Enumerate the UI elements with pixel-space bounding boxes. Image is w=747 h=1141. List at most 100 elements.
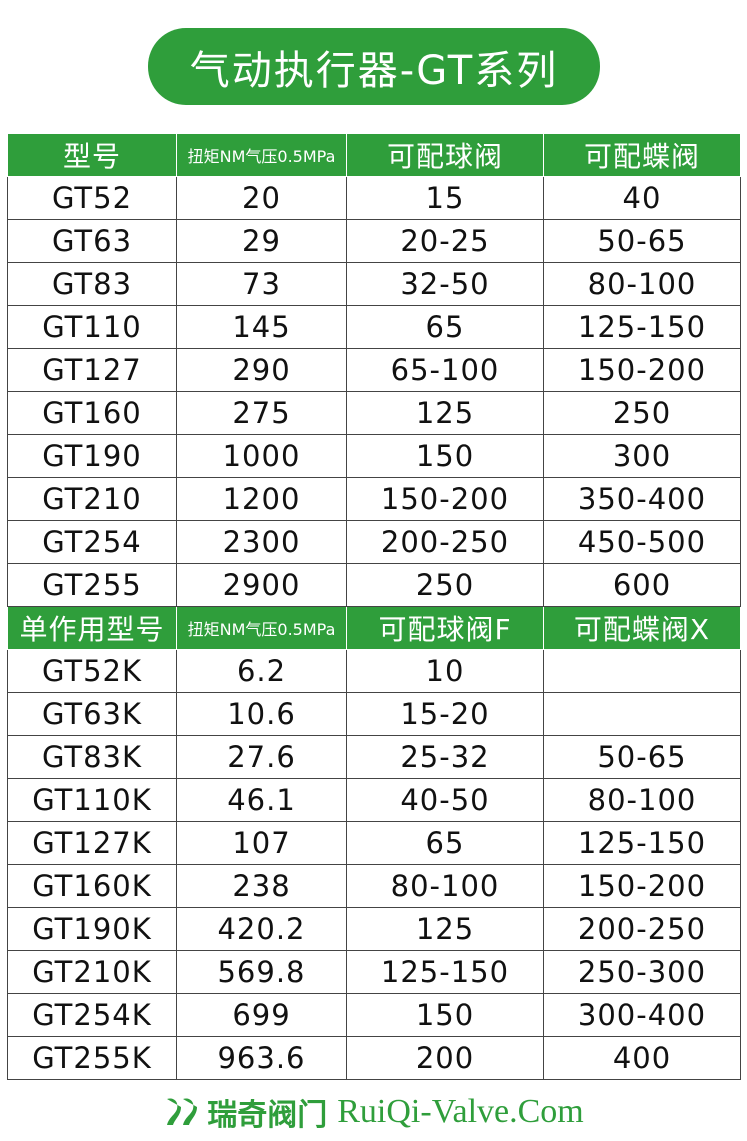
- cell: 2900: [176, 563, 347, 607]
- cell: 2300: [176, 520, 347, 564]
- header-row: 型号 扭矩NM气压0.5MPa 可配球阀 可配蝶阀: [7, 133, 741, 177]
- cell: 699: [176, 993, 347, 1037]
- data-row: GT190 1000 150 300: [7, 434, 741, 478]
- data-row: GT190K 420.2 125 200-250: [7, 907, 741, 951]
- cell: 238: [176, 864, 347, 908]
- column-header: 扭矩NM气压0.5MPa: [176, 606, 347, 650]
- cell: GT63: [7, 219, 177, 263]
- cell: 125: [346, 391, 544, 435]
- cell: [543, 649, 741, 693]
- data-row: GT160 275 125 250: [7, 391, 741, 435]
- data-row: GT110 145 65 125-150: [7, 305, 741, 349]
- cell: GT190: [7, 434, 177, 478]
- column-header: 型号: [7, 133, 177, 177]
- cell: GT83: [7, 262, 177, 306]
- cell: 125: [346, 907, 544, 951]
- cell: 250: [543, 391, 741, 435]
- cell: GT255K: [7, 1036, 177, 1080]
- cell: GT254K: [7, 993, 177, 1037]
- cell: 20-25: [346, 219, 544, 263]
- cell: 150-200: [346, 477, 544, 521]
- cell: GT160: [7, 391, 177, 435]
- cell: 450-500: [543, 520, 741, 564]
- cell: 300-400: [543, 993, 741, 1037]
- cell: GT52: [7, 176, 177, 220]
- cell: 15-20: [346, 692, 544, 736]
- cell: GT190K: [7, 907, 177, 951]
- cell: GT160K: [7, 864, 177, 908]
- cell: 40-50: [346, 778, 544, 822]
- column-header: 可配球阀: [346, 133, 544, 177]
- header-row: 单作用型号 扭矩NM气压0.5MPa 可配球阀F 可配蝶阀X: [7, 606, 741, 650]
- cell: GT254: [7, 520, 177, 564]
- cell: 150-200: [543, 864, 741, 908]
- cell: 275: [176, 391, 347, 435]
- data-row: GT254 2300 200-250 450-500: [7, 520, 741, 564]
- cell: 107: [176, 821, 347, 865]
- cell: 963.6: [176, 1036, 347, 1080]
- cell: 27.6: [176, 735, 347, 779]
- data-row: GT210K 569.8 125-150 250-300: [7, 950, 741, 994]
- cell: 29: [176, 219, 347, 263]
- cell: 145: [176, 305, 347, 349]
- data-row: GT63K 10.6 15-20: [7, 692, 741, 736]
- cell: GT63K: [7, 692, 177, 736]
- column-header: 可配蝶阀: [543, 133, 741, 177]
- column-header: 单作用型号: [7, 606, 177, 650]
- cell: 420.2: [176, 907, 347, 951]
- cell: 80-100: [346, 864, 544, 908]
- cell: 125-150: [346, 950, 544, 994]
- cell: 6.2: [176, 649, 347, 693]
- cell: 350-400: [543, 477, 741, 521]
- data-row: GT255K 963.6 200 400: [7, 1036, 741, 1080]
- cell: [543, 692, 741, 736]
- cell: 400: [543, 1036, 741, 1080]
- cell: 150: [346, 993, 544, 1037]
- cell: 73: [176, 262, 347, 306]
- data-row: GT52 20 15 40: [7, 176, 741, 220]
- cell: 65: [346, 821, 544, 865]
- cell: 200-250: [346, 520, 544, 564]
- cell: GT127: [7, 348, 177, 392]
- spec-table: 型号 扭矩NM气压0.5MPa 可配球阀 可配蝶阀 GT52 20 15 40 GT63 29 20…: [7, 133, 741, 1080]
- cell: GT110: [7, 305, 177, 349]
- data-row: GT127K 107 65 125-150: [7, 821, 741, 865]
- cell: 150-200: [543, 348, 741, 392]
- cell: 80-100: [543, 262, 741, 306]
- footer: 瑞奇阀门 RuiQi-Valve.Com: [0, 1088, 747, 1136]
- data-row: GT254K 699 150 300-400: [7, 993, 741, 1037]
- cell: 290: [176, 348, 347, 392]
- website: RuiQi-Valve.Com: [337, 1093, 584, 1130]
- cell: 200: [346, 1036, 544, 1080]
- data-row: GT127 290 65-100 150-200: [7, 348, 741, 392]
- cell: 15: [346, 176, 544, 220]
- cell: 20: [176, 176, 347, 220]
- cell: 65-100: [346, 348, 544, 392]
- cell: 50-65: [543, 219, 741, 263]
- cell: GT255: [7, 563, 177, 607]
- data-row: GT160K 238 80-100 150-200: [7, 864, 741, 908]
- column-header: 扭矩NM气压0.5MPa: [176, 133, 347, 177]
- data-row: GT110K 46.1 40-50 80-100: [7, 778, 741, 822]
- cell: 600: [543, 563, 741, 607]
- data-row: GT83 73 32-50 80-100: [7, 262, 741, 306]
- cell: 125-150: [543, 305, 741, 349]
- cell: 569.8: [176, 950, 347, 994]
- cell: 125-150: [543, 821, 741, 865]
- brand: 瑞奇阀门: [207, 1098, 328, 1133]
- column-header: 可配球阀F: [346, 606, 544, 650]
- cell: GT210: [7, 477, 177, 521]
- title: 气动执行器-GT系列: [148, 28, 600, 105]
- cell: GT110K: [7, 778, 177, 822]
- cell: 32-50: [346, 262, 544, 306]
- data-row: GT255 2900 250 600: [7, 563, 741, 607]
- cell: 46.1: [176, 778, 347, 822]
- cell: 200-250: [543, 907, 741, 951]
- cell: GT83K: [7, 735, 177, 779]
- data-row: GT52K 6.2 10: [7, 649, 741, 693]
- cell: GT210K: [7, 950, 177, 994]
- cell: 250: [346, 563, 544, 607]
- cell: GT52K: [7, 649, 177, 693]
- cell: 25-32: [346, 735, 544, 779]
